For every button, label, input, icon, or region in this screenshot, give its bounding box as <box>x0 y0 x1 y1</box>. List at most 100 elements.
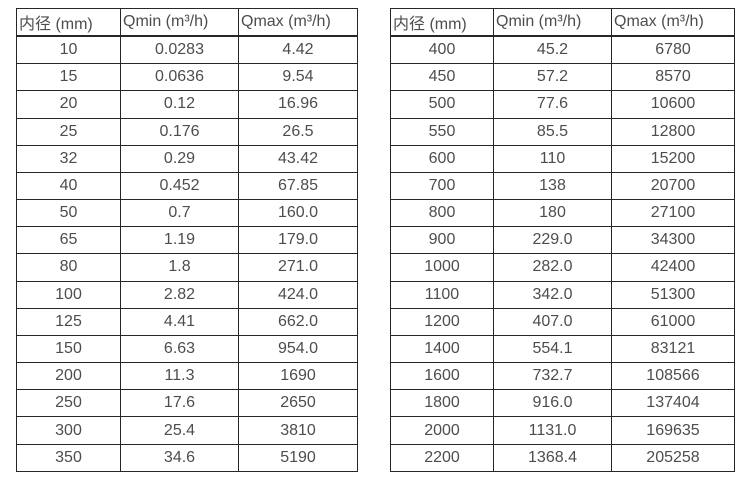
inner-diameter-cell: 125 <box>16 307 121 336</box>
inner-diameter-cell: 350 <box>16 443 121 473</box>
inner-diameter-cell: 25 <box>16 117 121 146</box>
inner-diameter-cell: 1200 <box>390 307 494 336</box>
inner-diameter-cell: 80 <box>16 253 121 282</box>
qmin-cell: 77.6 <box>493 90 612 119</box>
qmin-column-header: Qmin (m³/h) <box>120 8 239 37</box>
inner-diameter-cell: 600 <box>390 144 494 173</box>
qmin-cell: 2.82 <box>120 280 239 309</box>
qmin-cell: 0.176 <box>120 117 239 146</box>
inner-diameter-cell: 32 <box>16 144 121 173</box>
qmin-cell: 17.6 <box>120 389 239 418</box>
qmin-cell: 916.0 <box>493 389 612 418</box>
qmax-cell: 954.0 <box>238 334 358 364</box>
qmin-cell: 554.1 <box>493 334 612 364</box>
table-row: 125 4.41 662.0 <box>16 307 358 336</box>
table-header: 内径 (mm) Qmin (m³/h) Qmax (m³/h) <box>390 8 735 37</box>
qmin-cell: 1.19 <box>120 226 239 255</box>
qmin-cell: 0.29 <box>120 144 239 173</box>
inner-diameter-cell: 100 <box>16 280 121 309</box>
table-row: 900 229.0 34300 <box>390 226 735 255</box>
table-row: 25 0.176 26.5 <box>16 117 358 146</box>
table-row: 1000 282.0 42400 <box>390 253 735 282</box>
inner-diameter-cell: 300 <box>16 416 121 445</box>
qmin-cell: 342.0 <box>493 280 612 309</box>
table-row: 150 6.63 954.0 <box>16 334 358 364</box>
qmin-cell: 138 <box>493 171 612 201</box>
qmin-cell: 0.0283 <box>120 35 239 65</box>
table-row: 1200 407.0 61000 <box>390 307 735 336</box>
qmax-cell: 137404 <box>611 389 735 418</box>
qmax-cell: 1690 <box>238 362 358 391</box>
inner-diameter-cell: 40 <box>16 171 121 201</box>
qmax-cell: 15200 <box>611 144 735 173</box>
qmax-cell: 34300 <box>611 226 735 255</box>
qmax-cell: 424.0 <box>238 280 358 309</box>
qmin-cell: 85.5 <box>493 117 612 146</box>
table-row: 80 1.8 271.0 <box>16 253 358 282</box>
inner-diameter-cell: 20 <box>16 90 121 119</box>
inner-diameter-column-header: 内径 (mm) <box>16 8 121 37</box>
qmin-cell: 0.7 <box>120 199 239 228</box>
qmin-column-header: Qmin (m³/h) <box>493 8 612 37</box>
qmax-cell: 179.0 <box>238 226 358 255</box>
inner-diameter-cell: 2000 <box>390 416 494 445</box>
small-diameter-flow-table: 内径 (mm) Qmin (m³/h) Qmax (m³/h) 10 0.0283 4.4… <box>16 8 358 473</box>
inner-diameter-cell: 450 <box>390 63 494 92</box>
inner-diameter-cell: 15 <box>16 63 121 92</box>
qmax-cell: 2650 <box>238 389 358 418</box>
qmax-cell: 20700 <box>611 171 735 201</box>
table-row: 600 110 15200 <box>390 144 735 173</box>
qmax-cell: 271.0 <box>238 253 358 282</box>
qmax-cell: 662.0 <box>238 307 358 336</box>
table-row: 450 57.2 8570 <box>390 63 735 92</box>
inner-diameter-cell: 1600 <box>390 362 494 391</box>
table-row: 500 77.6 10600 <box>390 90 735 119</box>
inner-diameter-cell: 2200 <box>390 443 494 473</box>
qmin-cell: 732.7 <box>493 362 612 391</box>
table-row: 2000 1131.0 169635 <box>390 416 735 445</box>
qmax-cell: 12800 <box>611 117 735 146</box>
qmax-cell: 51300 <box>611 280 735 309</box>
qmin-cell: 180 <box>493 199 612 228</box>
qmax-cell: 42400 <box>611 253 735 282</box>
qmin-cell: 25.4 <box>120 416 239 445</box>
qmax-cell: 43.42 <box>238 144 358 173</box>
qmax-cell: 205258 <box>611 443 735 473</box>
qmax-cell: 160.0 <box>238 199 358 228</box>
table-row: 1400 554.1 83121 <box>390 334 735 364</box>
table-row: 400 45.2 6780 <box>390 35 735 65</box>
qmin-cell: 0.0636 <box>120 63 239 92</box>
table-row: 40 0.452 67.85 <box>16 171 358 201</box>
inner-diameter-cell: 200 <box>16 362 121 391</box>
table-row: 65 1.19 179.0 <box>16 226 358 255</box>
qmax-cell: 4.42 <box>238 35 358 65</box>
header-row: 内径 (mm) Qmin (m³/h) Qmax (m³/h) <box>390 8 735 37</box>
table-row: 32 0.29 43.42 <box>16 144 358 173</box>
table-row: 250 17.6 2650 <box>16 389 358 418</box>
inner-diameter-cell: 500 <box>390 90 494 119</box>
qmax-cell: 16.96 <box>238 90 358 119</box>
table-row: 300 25.4 3810 <box>16 416 358 445</box>
qmin-cell: 1.8 <box>120 253 239 282</box>
table-row: 350 34.6 5190 <box>16 443 358 473</box>
qmin-cell: 4.41 <box>120 307 239 336</box>
qmin-cell: 6.63 <box>120 334 239 364</box>
inner-diameter-cell: 550 <box>390 117 494 146</box>
qmin-cell: 110 <box>493 144 612 173</box>
qmax-cell: 5190 <box>238 443 358 473</box>
inner-diameter-cell: 1800 <box>390 389 494 418</box>
qmax-cell: 26.5 <box>238 117 358 146</box>
qmin-cell: 407.0 <box>493 307 612 336</box>
qmin-cell: 34.6 <box>120 443 239 473</box>
table-row: 100 2.82 424.0 <box>16 280 358 309</box>
table-body: 400 45.2 6780 450 57.2 8570 500 77.6 10600 550 85.… <box>390 35 735 473</box>
table-header: 内径 (mm) Qmin (m³/h) Qmax (m³/h) <box>16 8 358 37</box>
table-row: 15 0.0636 9.54 <box>16 63 358 92</box>
inner-diameter-column-header: 内径 (mm) <box>390 8 494 37</box>
qmin-cell: 45.2 <box>493 35 612 65</box>
qmax-cell: 10600 <box>611 90 735 119</box>
qmax-column-header: Qmax (m³/h) <box>611 8 735 37</box>
table-row: 10 0.0283 4.42 <box>16 35 358 65</box>
inner-diameter-cell: 150 <box>16 334 121 364</box>
qmax-cell: 83121 <box>611 334 735 364</box>
